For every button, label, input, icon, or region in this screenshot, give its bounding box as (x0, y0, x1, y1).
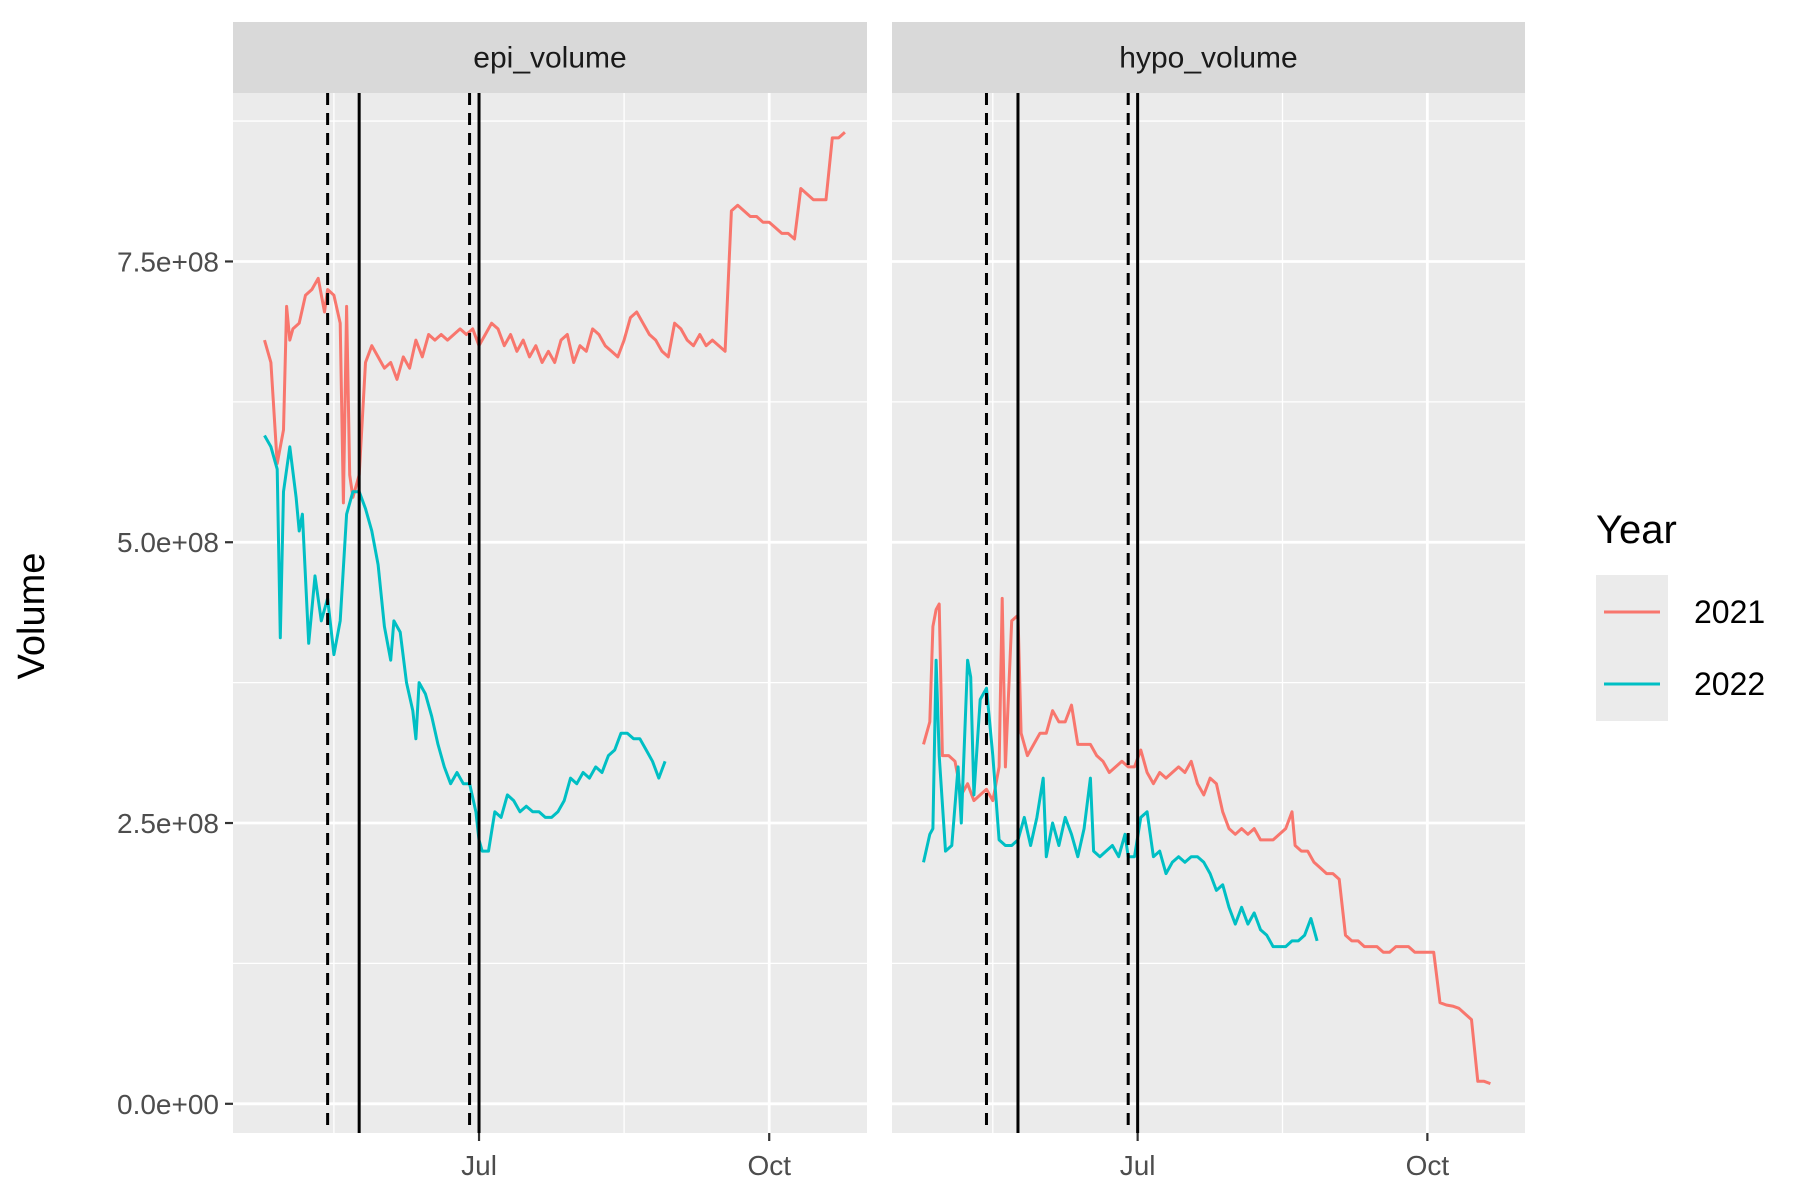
legend-entries: 2021 2022 (1604, 594, 1765, 702)
x-tick-label: Jul (1120, 1150, 1156, 1181)
facet-strip-label: hypo_volume (1119, 42, 1297, 75)
panel-background (233, 93, 867, 1133)
y-tick-label: 5.0e+08 (117, 527, 219, 558)
facet-strip (233, 22, 867, 93)
y-axis-title: Volume (11, 553, 53, 680)
series-line-2022 (922, 658, 1319, 949)
series-line-2022 (263, 434, 667, 853)
panel-background (892, 93, 1525, 1133)
series-line-2021 (922, 596, 1491, 1086)
legend: Year 2021 2022 (1596, 508, 1765, 721)
legend-label-2021: 2021 (1694, 594, 1765, 630)
panels: epi_volume Jul Oct hypo_volume Jul Oct (233, 22, 1525, 1181)
x-tick-label: Jul (461, 1150, 497, 1181)
legend-key-background (1596, 575, 1668, 721)
x-tick-label: Oct (747, 1150, 791, 1181)
y-axis: 0.0e+00 2.5e+08 5.0e+08 7.5e+08 (117, 246, 233, 1120)
facet-strip (892, 22, 1525, 93)
y-tick-label: 0.0e+00 (117, 1089, 219, 1120)
legend-title: Year (1596, 508, 1677, 552)
y-tick-label: 7.5e+08 (117, 246, 219, 277)
x-tick-label: Oct (1406, 1150, 1450, 1181)
panel-hypo_volume: hypo_volume Jul Oct (892, 22, 1525, 1181)
panel-epi_volume: epi_volume Jul Oct (233, 22, 867, 1181)
y-tick-label: 2.5e+08 (117, 808, 219, 839)
series-line-2021 (263, 131, 846, 505)
legend-label-2022: 2022 (1694, 666, 1765, 702)
facet-strip-label: epi_volume (473, 42, 626, 75)
